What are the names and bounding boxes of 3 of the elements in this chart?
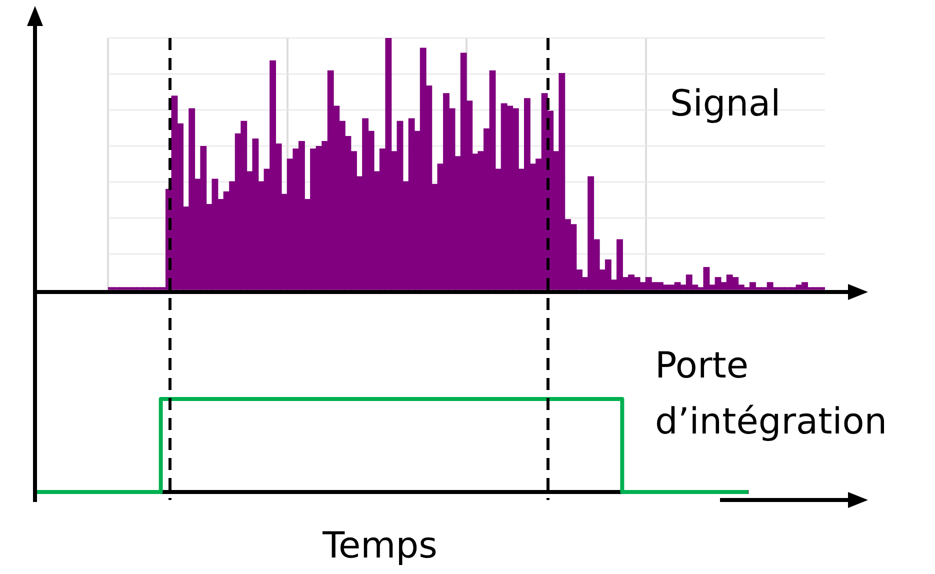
series-label: Porte d’intégration: [655, 345, 888, 442]
text: Signal: [670, 83, 781, 124]
x-axis-title: Temps: [322, 525, 438, 566]
